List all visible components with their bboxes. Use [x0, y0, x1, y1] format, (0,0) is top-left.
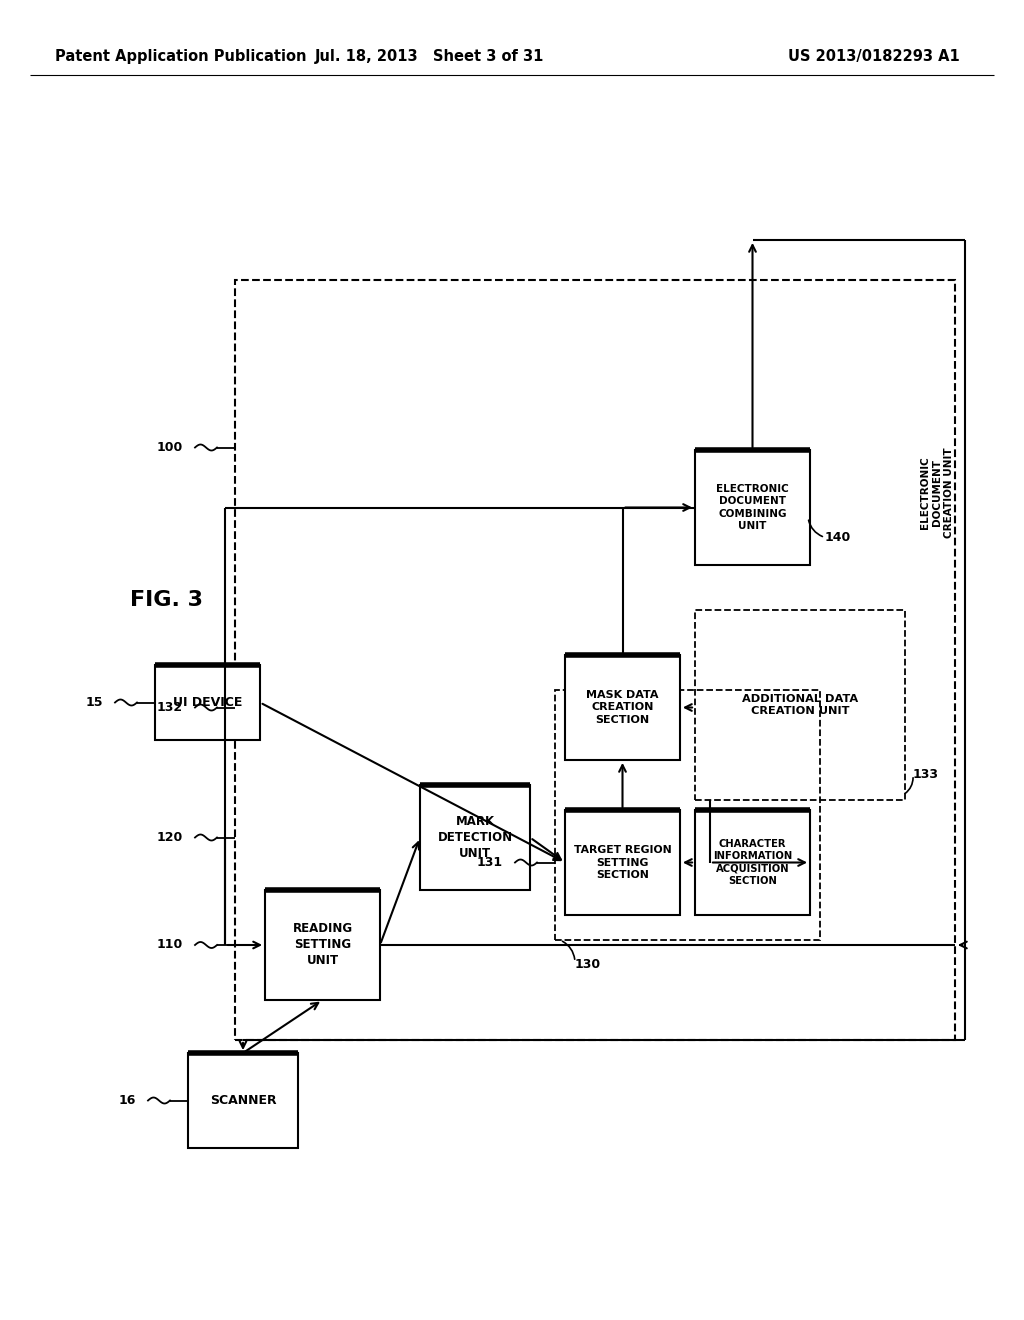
Text: 130: 130 [575, 958, 601, 972]
Bar [234, 280, 955, 1040]
Bar [188, 1053, 298, 1148]
Text: 140: 140 [825, 531, 851, 544]
Text: MASK DATA
CREATION
SECTION: MASK DATA CREATION SECTION [587, 690, 658, 725]
Text: ELECTRONIC
DOCUMENT
CREATION UNIT: ELECTRONIC DOCUMENT CREATION UNIT [920, 447, 954, 539]
Bar [555, 690, 820, 940]
Text: 110: 110 [157, 939, 183, 952]
Text: CHARACTER
INFORMATION
ACQUISITION
SECTION: CHARACTER INFORMATION ACQUISITION SECTIO… [713, 840, 793, 886]
Text: 131: 131 [477, 855, 503, 869]
Text: FIG. 3: FIG. 3 [130, 590, 203, 610]
Text: UI DEVICE: UI DEVICE [173, 696, 243, 709]
Text: Jul. 18, 2013   Sheet 3 of 31: Jul. 18, 2013 Sheet 3 of 31 [315, 49, 545, 65]
Bar [695, 450, 810, 565]
Text: TARGET REGION
SETTING
SECTION: TARGET REGION SETTING SECTION [573, 845, 672, 880]
Text: Patent Application Publication: Patent Application Publication [55, 49, 306, 65]
Text: MARK
DETECTION
UNIT: MARK DETECTION UNIT [437, 814, 513, 861]
Text: 15: 15 [85, 696, 103, 709]
Text: SCANNER: SCANNER [210, 1094, 276, 1107]
Bar [155, 665, 260, 741]
Text: 133: 133 [913, 768, 939, 781]
Text: 16: 16 [119, 1094, 136, 1107]
Bar [565, 655, 680, 760]
Text: 132: 132 [157, 701, 183, 714]
Text: READING
SETTING
UNIT: READING SETTING UNIT [293, 923, 352, 968]
Text: 100: 100 [157, 441, 183, 454]
Text: ELECTRONIC
DOCUMENT
COMBINING
UNIT: ELECTRONIC DOCUMENT COMBINING UNIT [716, 484, 788, 531]
Text: US 2013/0182293 A1: US 2013/0182293 A1 [788, 49, 961, 65]
Text: ADDITIONAL DATA
CREATION UNIT: ADDITIONAL DATA CREATION UNIT [742, 694, 858, 717]
Bar [265, 890, 380, 1001]
Bar [695, 610, 905, 800]
Bar [695, 810, 810, 915]
Bar [565, 810, 680, 915]
Text: 120: 120 [157, 832, 183, 843]
Bar [420, 785, 530, 890]
